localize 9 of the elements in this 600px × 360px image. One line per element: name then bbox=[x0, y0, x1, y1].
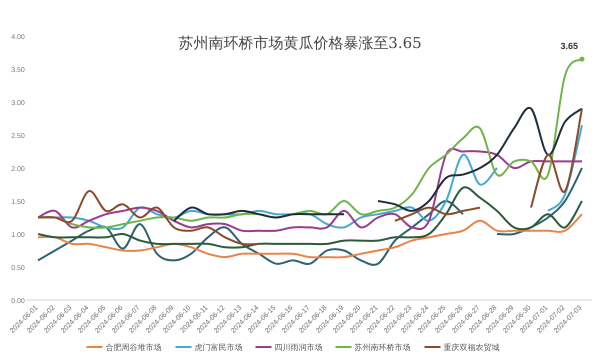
chart-title: 苏州南环桥市场黄瓜价格暴涨至3.65 bbox=[178, 34, 422, 52]
legend-label: 合肥周谷堆市场 bbox=[106, 343, 162, 352]
legend-label: 四川雨润市场 bbox=[274, 343, 322, 352]
legend-label: 重庆双福农贸城 bbox=[444, 343, 500, 352]
legend-label: 苏州南环桥市场 bbox=[354, 343, 410, 352]
line-series bbox=[37, 213, 583, 258]
legend-label: 虎门富民市场 bbox=[194, 343, 242, 352]
annotation: 3.65 bbox=[560, 41, 578, 52]
line-series bbox=[37, 186, 583, 249]
